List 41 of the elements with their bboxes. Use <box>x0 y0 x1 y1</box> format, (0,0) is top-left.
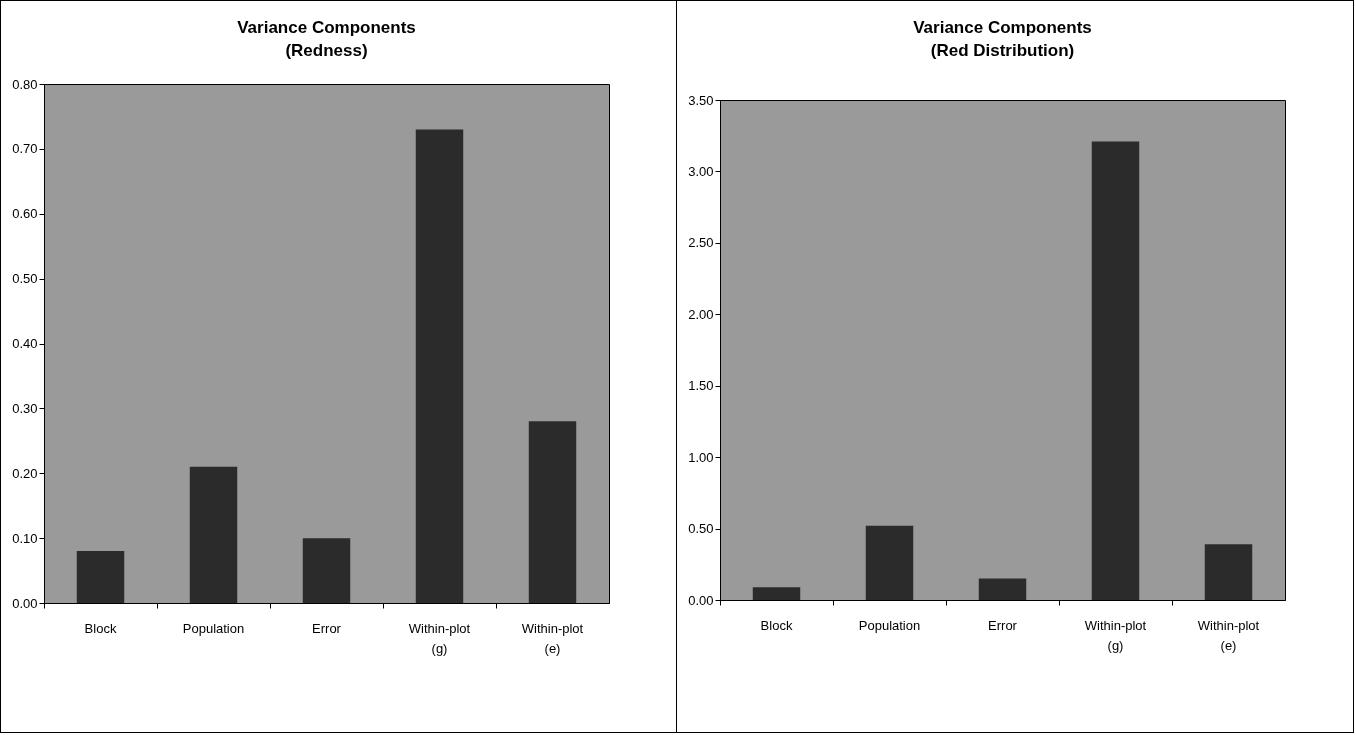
y-tick-label: 0.10 <box>12 530 38 546</box>
y-tick-label: 0.00 <box>12 595 38 611</box>
bar <box>1091 141 1140 600</box>
bar <box>415 129 464 603</box>
y-tick-label: 2.50 <box>688 235 714 251</box>
x-tick-label: Population <box>182 620 245 636</box>
x-tick-label: Within-plot (e) <box>521 620 584 656</box>
bar <box>189 466 238 603</box>
x-tick-label: Error <box>312 620 342 636</box>
x-tick-label: Error <box>988 617 1018 633</box>
y-tick-label: 0.60 <box>12 206 38 222</box>
x-tick-label: Within-plot (e) <box>1197 617 1260 653</box>
x-tick-label: Within-plot (g) <box>1084 617 1147 653</box>
y-tick-label: 0.80 <box>12 76 38 92</box>
y-tick-label: 0.40 <box>12 336 38 351</box>
y-tick-label: 2.00 <box>688 306 714 322</box>
y-tick-label: 0.30 <box>12 400 38 416</box>
bar <box>76 551 125 603</box>
y-tick-label: 0.50 <box>688 521 714 537</box>
y-tick-label: 1.50 <box>688 378 714 394</box>
y-tick-label: 0.20 <box>12 465 38 481</box>
bar <box>302 538 351 603</box>
x-tick-label: Within-plot (g) <box>408 620 471 656</box>
chart-subtitle: (Redness) <box>285 41 368 60</box>
bar <box>752 587 801 600</box>
y-tick-label: 3.00 <box>688 163 714 179</box>
y-tick-label: 1.00 <box>688 449 714 465</box>
chart-title: Variance Components <box>913 18 1092 37</box>
bar <box>865 525 914 600</box>
chart-subtitle: (Red Distribution) <box>930 41 1075 60</box>
chart-title: Variance Components <box>237 18 416 37</box>
x-tick-label: Block <box>760 617 793 633</box>
y-tick-label: 3.50 <box>688 92 714 108</box>
y-tick-label: 0.50 <box>12 271 38 287</box>
x-tick-label: Population <box>858 617 921 633</box>
y-tick-label: 0.70 <box>12 141 38 157</box>
x-tick-label: Block <box>84 620 117 636</box>
bar <box>1204 544 1253 600</box>
bar <box>978 578 1027 600</box>
y-tick-label: 0.00 <box>688 592 714 608</box>
bar <box>528 421 577 603</box>
